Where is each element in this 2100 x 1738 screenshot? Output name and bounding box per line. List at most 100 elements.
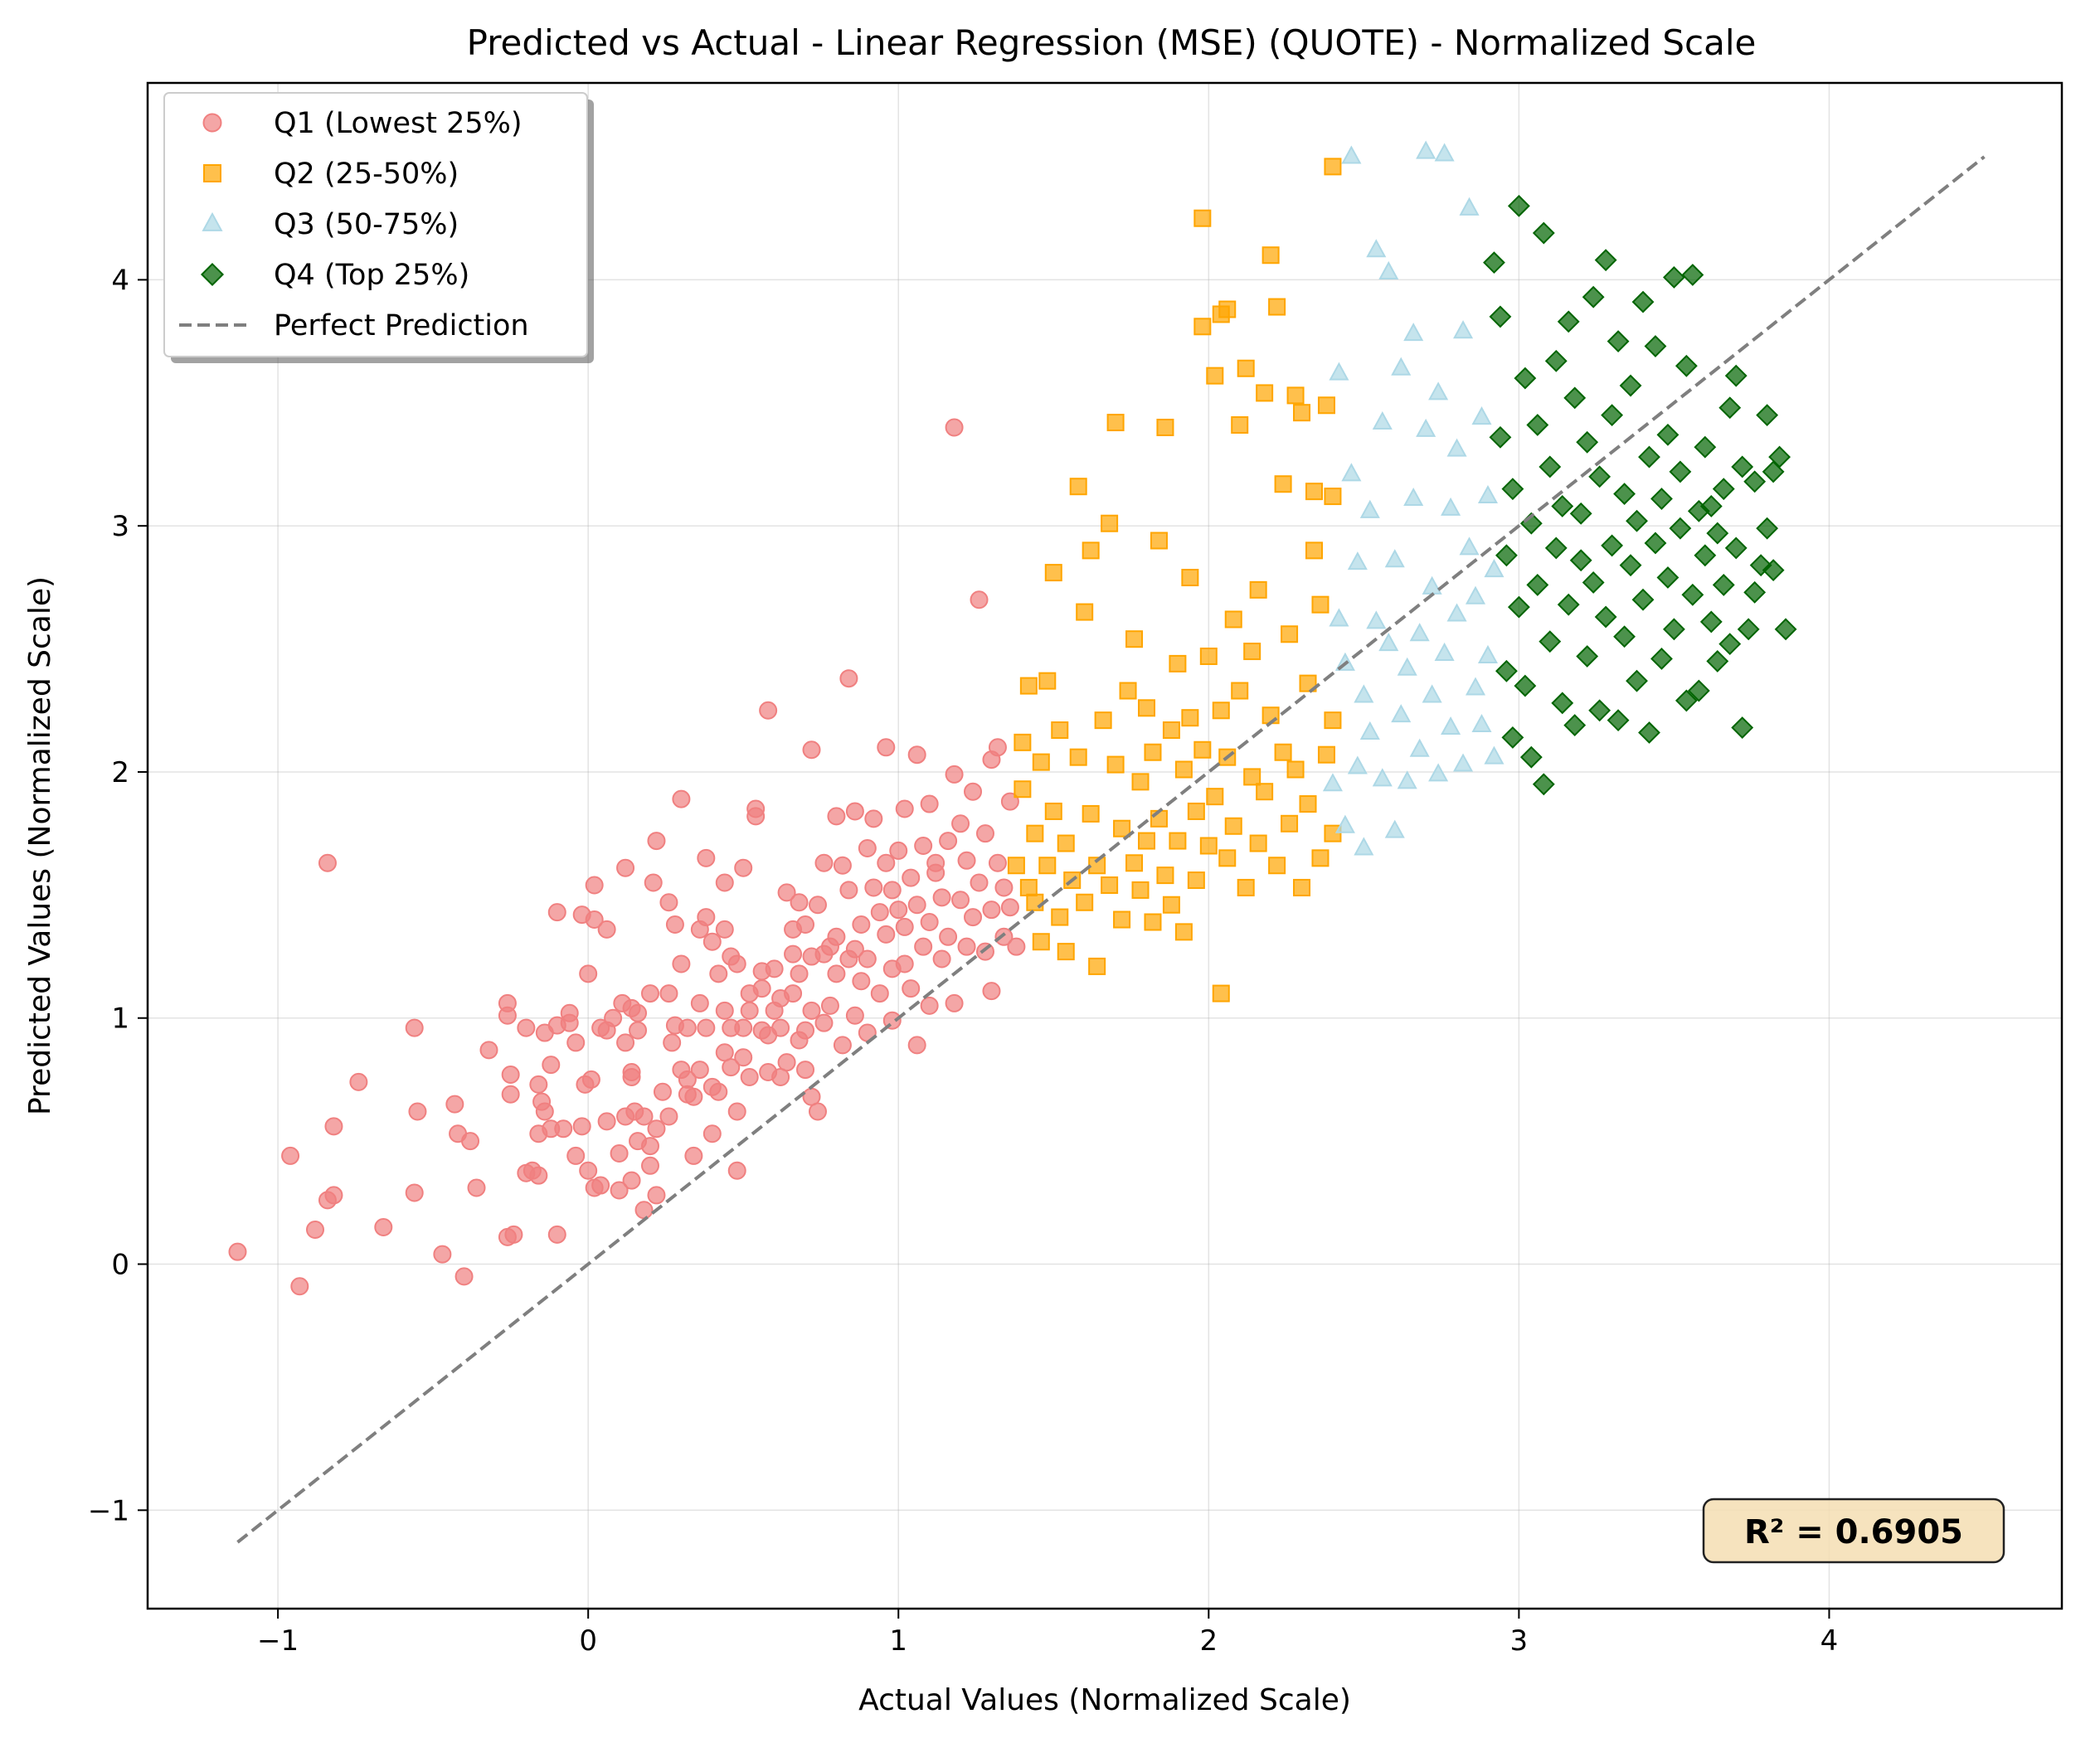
- data-point-circle: [907, 896, 926, 915]
- data-point-circle: [957, 937, 976, 956]
- data-point-circle: [610, 1143, 629, 1163]
- data-point-circle: [1000, 898, 1019, 917]
- data-point-circle: [814, 1013, 834, 1032]
- data-point-circle: [622, 1171, 641, 1190]
- data-point-square: [1125, 854, 1144, 872]
- data-point-square: [1281, 625, 1299, 643]
- data-point-circle: [882, 881, 902, 900]
- data-point-circle: [957, 851, 976, 870]
- data-point-diamond: [1551, 495, 1574, 517]
- data-point-square: [1249, 834, 1267, 852]
- data-point-square: [1174, 923, 1193, 941]
- data-point-triangle: [1453, 320, 1474, 339]
- data-point-square: [1169, 832, 1187, 850]
- data-point-square: [1069, 748, 1087, 766]
- data-point-circle: [845, 939, 864, 959]
- data-point-circle: [914, 937, 933, 956]
- data-point-triangle: [1347, 755, 1368, 774]
- data-point-square: [1082, 541, 1100, 560]
- data-point-circle: [629, 1003, 648, 1022]
- data-point-square: [1187, 871, 1205, 890]
- data-point-diamond: [1507, 194, 1530, 217]
- data-point-square: [1317, 745, 1335, 764]
- data-point-circle: [579, 964, 598, 983]
- data-point-triangle: [1403, 487, 1424, 507]
- data-point-circle: [839, 669, 858, 688]
- data-point-circle: [858, 838, 877, 857]
- x-axis-label: Actual Values (Normalized Scale): [858, 1683, 1351, 1717]
- y-tick-label: 4: [111, 264, 129, 297]
- legend-marker-triangle: [202, 211, 223, 231]
- data-point-circle: [784, 984, 803, 1003]
- data-point-diamond: [1551, 692, 1574, 715]
- data-point-diamond: [1756, 517, 1779, 540]
- data-point-diamond: [1706, 650, 1729, 672]
- data-point-diamond: [1638, 721, 1660, 744]
- data-point-square: [1199, 647, 1218, 665]
- data-point-diamond: [1638, 445, 1660, 468]
- data-point-circle: [324, 1117, 343, 1136]
- data-point-diamond: [1613, 625, 1636, 648]
- data-point-square: [1044, 564, 1062, 582]
- data-point-circle: [547, 903, 566, 922]
- data-point-circle: [405, 1183, 424, 1202]
- data-point-diamond: [1681, 264, 1704, 286]
- data-point-square: [1268, 298, 1286, 316]
- data-point-circle: [324, 1186, 343, 1205]
- data-point-diamond: [1626, 669, 1648, 692]
- data-point-circle: [644, 873, 663, 892]
- x-tick-label: 0: [579, 1624, 597, 1658]
- data-point-triangle: [1459, 536, 1480, 556]
- data-point-square: [1101, 514, 1119, 532]
- data-point-circle: [585, 910, 604, 930]
- data-point-square: [1125, 630, 1144, 648]
- data-point-triangle: [1334, 814, 1355, 833]
- data-point-square: [1137, 699, 1155, 717]
- data-point-circle: [305, 1220, 324, 1239]
- data-point-circle: [734, 1048, 753, 1067]
- data-point-diamond: [1699, 495, 1723, 517]
- data-point-diamond: [1514, 674, 1537, 697]
- data-point-circle: [616, 1033, 635, 1052]
- data-point-circle: [715, 873, 734, 892]
- data-point-circle: [790, 893, 809, 912]
- data-point-circle: [445, 1095, 464, 1114]
- data-point-triangle: [1434, 642, 1455, 661]
- data-point-square: [1094, 711, 1112, 730]
- data-point-circle: [914, 837, 933, 855]
- data-point-triangle: [1397, 657, 1417, 676]
- data-point-circle: [833, 856, 852, 875]
- data-point-square: [1243, 643, 1261, 661]
- data-point-triangle: [1372, 768, 1393, 787]
- data-point-circle: [777, 883, 796, 902]
- data-point-circle: [1007, 937, 1026, 956]
- data-point-square: [1106, 414, 1125, 432]
- data-point-circle: [597, 1112, 616, 1131]
- data-point-circle: [684, 1087, 703, 1106]
- data-point-circle: [647, 1186, 666, 1205]
- data-point-diamond: [1626, 509, 1648, 532]
- data-point-circle: [579, 1161, 598, 1180]
- data-point-circle: [889, 901, 908, 920]
- data-point-square: [1268, 857, 1286, 875]
- data-point-square: [1187, 802, 1205, 820]
- chart-title: Predicted vs Actual - Linear Regression …: [467, 22, 1757, 63]
- data-point-square: [1032, 753, 1050, 771]
- data-point-diamond: [1594, 605, 1617, 629]
- data-point-square: [1212, 702, 1230, 720]
- data-point-square: [1069, 478, 1087, 496]
- data-point-circle: [591, 1176, 610, 1195]
- data-point-square: [1169, 654, 1187, 672]
- data-point-square: [1237, 359, 1255, 377]
- data-point-diamond: [1607, 330, 1630, 353]
- data-point-circle: [895, 954, 914, 973]
- data-point-circle: [951, 814, 970, 833]
- data-point-diamond: [1774, 618, 1797, 641]
- x-tick-label: 1: [889, 1624, 907, 1658]
- data-point-circle: [659, 1107, 678, 1126]
- data-point-circle: [839, 881, 858, 900]
- data-point-circle: [932, 888, 951, 907]
- legend-entry-label: Q1 (Lowest 25%): [274, 107, 523, 140]
- data-point-circle: [702, 1124, 722, 1143]
